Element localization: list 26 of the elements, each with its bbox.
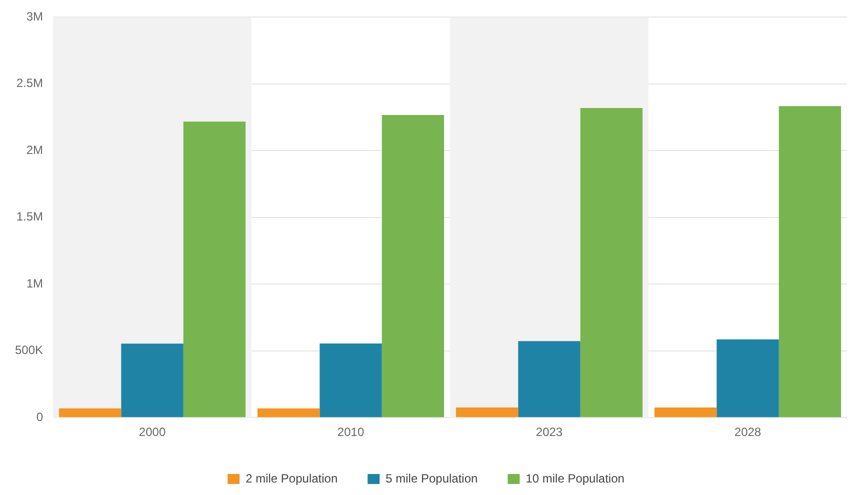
y-tick-label: 2M [26,142,44,157]
y-tick-label: 1M [26,276,44,290]
x-tick-label: 2023 [536,425,563,440]
bar [121,344,184,418]
bar [183,122,246,418]
bar [58,408,122,418]
x-tick-label: 2000 [138,425,166,440]
bar [518,341,580,418]
bar [654,407,717,418]
y-tick-label: 3M [26,10,44,24]
x-tick-label: 2028 [734,425,762,440]
x-tick-label: 2010 [337,425,364,440]
bar [257,408,320,418]
bar [778,106,842,418]
bar [320,344,382,418]
y-tick-label: 1.5M [16,210,44,224]
legend-label: 2 mile Population [246,471,338,486]
legend-label: 10 mile Population [526,471,624,486]
y-tick-label: 2.5M [16,76,44,90]
bar [456,407,518,418]
bar [716,339,779,418]
y-tick-label: 500K [14,343,44,358]
y-tick-label: 0 [36,410,44,424]
legend-label: 5 mile Population [386,471,478,486]
bar [382,115,444,418]
bar [580,108,643,418]
